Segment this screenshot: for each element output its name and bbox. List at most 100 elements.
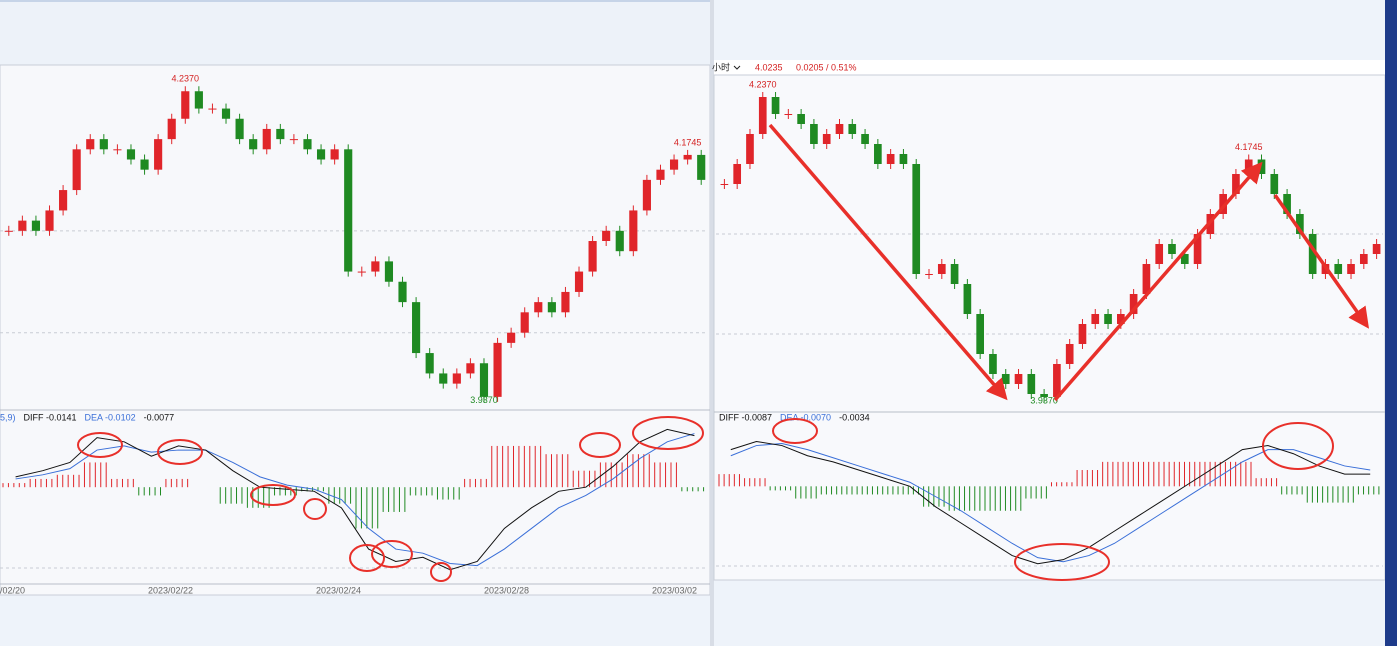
candle <box>899 154 908 164</box>
candle <box>357 271 366 273</box>
scrollbar-strip <box>1385 0 1397 646</box>
date-label: 2023/02/28 <box>484 585 529 595</box>
candle <box>1296 214 1304 234</box>
candle <box>330 149 339 160</box>
period-select[interactable]: 小时 <box>712 61 730 72</box>
macd-value: -0.0034 <box>839 412 870 422</box>
high-label: 4.1745 <box>1235 142 1263 152</box>
arrow <box>1053 161 1263 402</box>
candle <box>208 108 217 110</box>
high-label: 4.2370 <box>172 74 200 84</box>
divider <box>710 0 714 646</box>
candle <box>615 230 624 252</box>
candle <box>561 291 570 313</box>
high-label: 4.1745 <box>674 137 702 147</box>
candle <box>784 114 793 115</box>
candle <box>950 264 959 284</box>
candle <box>588 241 597 272</box>
circle <box>579 432 621 458</box>
candle <box>72 149 81 191</box>
candle <box>479 363 489 397</box>
candle <box>758 97 767 134</box>
candle <box>425 353 434 374</box>
candle <box>669 159 679 170</box>
candle <box>963 284 972 314</box>
circle <box>430 562 452 582</box>
candle <box>439 373 448 384</box>
candle <box>1347 264 1355 274</box>
price: 4.0235 <box>755 62 783 72</box>
macd-value: DIFF -0.0087 <box>719 412 772 422</box>
date-label: 2023/03/02 <box>652 585 697 595</box>
candle <box>835 124 844 134</box>
candle <box>656 169 665 180</box>
candle <box>602 230 611 241</box>
candle <box>697 154 706 180</box>
candle <box>466 363 475 374</box>
candle <box>822 134 831 144</box>
candle <box>1155 244 1164 264</box>
candle <box>1168 244 1176 254</box>
high-label: 4.2370 <box>749 79 777 89</box>
macd-value: 5,9) <box>0 412 16 422</box>
candle <box>99 139 108 150</box>
candle <box>59 190 68 211</box>
candle <box>989 354 997 374</box>
candle <box>1078 324 1087 344</box>
candle <box>720 184 729 185</box>
candle <box>1117 314 1125 324</box>
candle <box>398 281 407 303</box>
candle <box>412 302 421 354</box>
circle <box>250 484 296 506</box>
candle <box>861 134 869 144</box>
circle <box>157 439 203 465</box>
candle <box>1014 374 1023 384</box>
candle <box>520 312 529 333</box>
candle <box>937 264 946 274</box>
right-chart-bg <box>713 74 1386 581</box>
candle <box>316 149 326 160</box>
candle <box>113 149 122 151</box>
candle <box>126 149 136 160</box>
circle <box>632 416 704 450</box>
candle <box>629 210 638 252</box>
dea-line <box>15 433 695 567</box>
candle <box>1193 234 1202 264</box>
candle <box>1129 294 1138 314</box>
candle <box>1027 374 1036 394</box>
low-label: 3.9370 <box>470 395 498 405</box>
annotations <box>77 123 1370 582</box>
change: 0.0205 / 0.51% <box>796 62 857 72</box>
left-toolbar <box>0 0 710 65</box>
candle <box>1142 264 1151 294</box>
candle <box>797 114 805 124</box>
candle <box>4 230 13 232</box>
candle <box>45 210 54 231</box>
candle <box>1040 394 1048 397</box>
candle <box>912 164 921 274</box>
date-label: 2023/02/20 <box>0 585 25 595</box>
candle <box>1232 174 1240 194</box>
macd-value: DEA -0.0070 <box>780 412 831 422</box>
candle <box>574 271 584 292</box>
candle <box>181 91 190 119</box>
candle <box>683 154 692 160</box>
candle <box>1270 174 1279 194</box>
circle <box>1262 422 1334 470</box>
candle <box>810 124 818 144</box>
candle <box>1283 194 1291 214</box>
candle <box>1091 314 1100 324</box>
candle <box>733 164 742 184</box>
macd-value: DEA -0.0102 <box>85 412 136 422</box>
candle <box>976 314 984 354</box>
candle <box>140 159 149 170</box>
candle <box>289 139 298 141</box>
candle <box>874 144 882 164</box>
candle <box>534 302 543 313</box>
left-chart-bg <box>0 64 711 596</box>
right-panel: 4.2370 4.1745 3.9370 DIFF -0.0087 DEA -0.007… <box>712 61 1383 567</box>
candle <box>18 220 27 231</box>
candle <box>1180 254 1189 264</box>
candle <box>221 108 231 119</box>
candle <box>303 139 312 150</box>
